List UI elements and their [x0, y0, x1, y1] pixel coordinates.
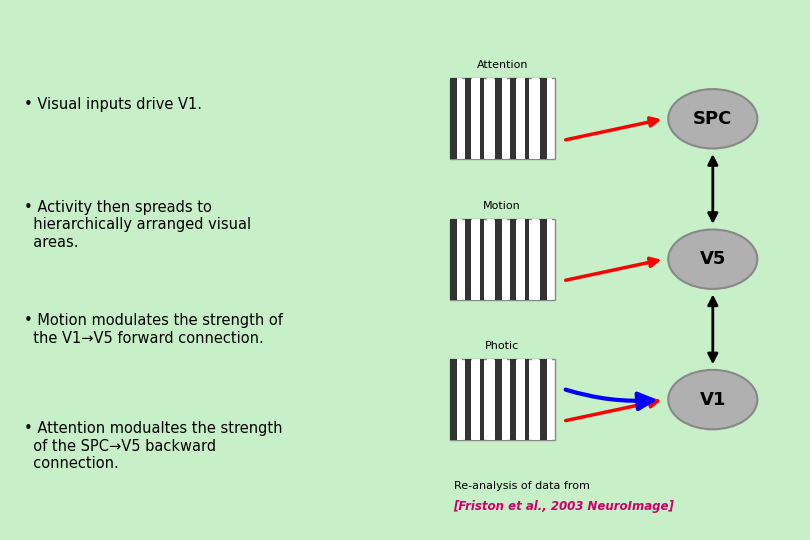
Bar — [518, 359, 528, 440]
Bar — [495, 219, 506, 300]
Bar — [548, 219, 552, 300]
Text: V5: V5 — [700, 250, 726, 268]
Bar — [480, 78, 484, 159]
Bar — [480, 359, 484, 440]
FancyBboxPatch shape — [450, 219, 555, 300]
Bar — [457, 359, 462, 440]
Bar — [532, 219, 539, 300]
Bar — [502, 78, 507, 159]
Bar — [509, 78, 517, 159]
Text: • Visual inputs drive V1.: • Visual inputs drive V1. — [24, 97, 202, 112]
Text: Re-analysis of data from: Re-analysis of data from — [454, 481, 590, 491]
Bar — [465, 219, 471, 300]
FancyBboxPatch shape — [450, 359, 555, 440]
Bar — [525, 78, 529, 159]
Text: [Friston et al., 2003 NeuroImage]: [Friston et al., 2003 NeuroImage] — [454, 500, 675, 513]
Bar — [532, 359, 539, 440]
Bar — [518, 78, 528, 159]
Circle shape — [668, 230, 757, 289]
Bar — [518, 219, 528, 300]
Circle shape — [668, 370, 757, 429]
Bar — [539, 359, 551, 440]
Bar — [487, 78, 494, 159]
Bar — [457, 78, 462, 159]
Text: V1: V1 — [700, 390, 726, 409]
Bar — [525, 359, 529, 440]
Bar — [548, 359, 552, 440]
Text: SPC: SPC — [693, 110, 732, 128]
Bar — [450, 78, 461, 159]
FancyBboxPatch shape — [450, 78, 555, 159]
Bar — [548, 78, 552, 159]
Bar — [472, 78, 484, 159]
Text: Photic: Photic — [485, 341, 519, 351]
Bar — [495, 78, 506, 159]
Bar — [532, 78, 539, 159]
Bar — [502, 359, 507, 440]
Bar — [487, 359, 494, 440]
Bar — [450, 219, 461, 300]
Text: • Attention modualtes the strength
  of the SPC→V5 backward
  connection.: • Attention modualtes the strength of th… — [24, 421, 283, 471]
Circle shape — [668, 89, 757, 148]
Text: Motion: Motion — [484, 200, 521, 211]
Bar — [539, 78, 551, 159]
Bar — [480, 219, 484, 300]
Bar — [487, 219, 494, 300]
Bar — [472, 219, 484, 300]
Bar — [502, 219, 507, 300]
Text: Attention: Attention — [476, 60, 528, 70]
Bar — [472, 359, 484, 440]
Bar — [495, 359, 506, 440]
Text: • Motion modulates the strength of
  the V1→V5 forward connection.: • Motion modulates the strength of the V… — [24, 313, 284, 346]
Bar — [525, 219, 529, 300]
Text: • Activity then spreads to
  hierarchically arranged visual
  areas.: • Activity then spreads to hierarchicall… — [24, 200, 251, 249]
Bar — [450, 359, 461, 440]
Bar — [465, 359, 471, 440]
Bar — [457, 219, 462, 300]
Bar — [465, 78, 471, 159]
Bar — [539, 219, 551, 300]
Bar — [509, 359, 517, 440]
Bar — [509, 219, 517, 300]
